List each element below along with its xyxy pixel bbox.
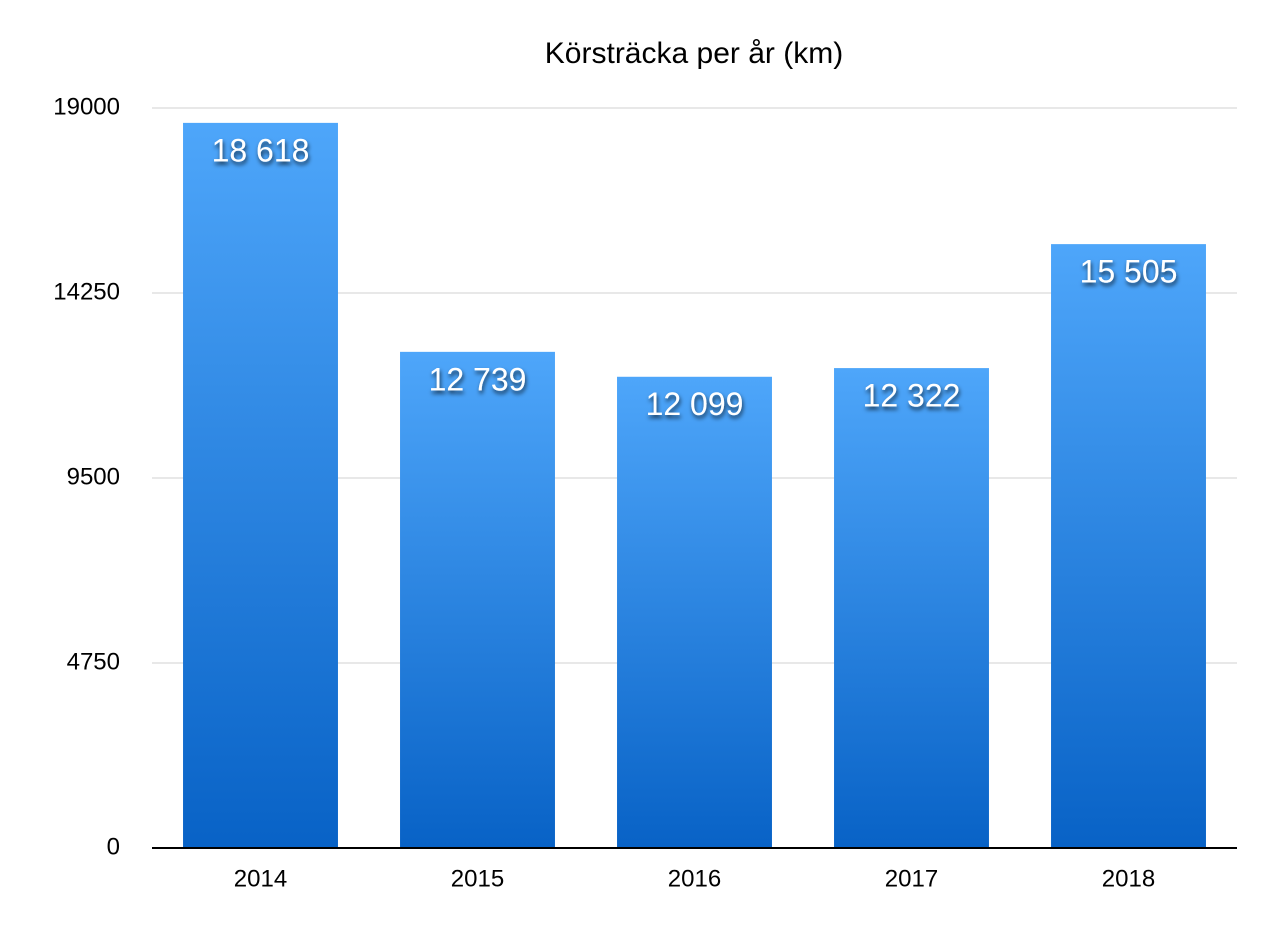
y-tick-label: 0 bbox=[107, 833, 120, 860]
x-tick-label: 2014 bbox=[234, 865, 287, 892]
data-label: 12 322 bbox=[863, 378, 961, 414]
y-tick-label: 19000 bbox=[53, 93, 120, 120]
bar bbox=[183, 122, 338, 849]
bar bbox=[617, 376, 772, 848]
data-label: 15 505 bbox=[1080, 254, 1178, 290]
x-tick-label: 2018 bbox=[1102, 865, 1155, 892]
chart-title: Körsträcka per år (km) bbox=[545, 37, 843, 70]
data-label: 18 618 bbox=[212, 132, 310, 168]
x-tick-label: 2017 bbox=[885, 865, 938, 892]
data-label: 12 099 bbox=[646, 386, 744, 422]
x-tick-label: 2016 bbox=[668, 865, 721, 892]
bar bbox=[834, 368, 989, 848]
x-tick-label: 2015 bbox=[451, 865, 504, 892]
y-tick-label: 4750 bbox=[67, 648, 120, 675]
y-tick-label: 14250 bbox=[53, 278, 120, 305]
y-tick-label: 9500 bbox=[67, 463, 120, 490]
bar bbox=[400, 351, 555, 848]
bar bbox=[1051, 244, 1206, 849]
data-label: 12 739 bbox=[429, 361, 527, 397]
